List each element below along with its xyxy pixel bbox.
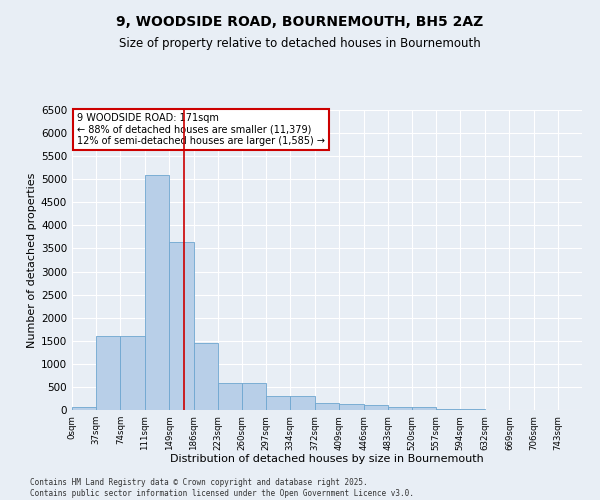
Y-axis label: Number of detached properties: Number of detached properties [27, 172, 37, 348]
Bar [388, 406, 412, 410]
Bar [340, 404, 364, 410]
Bar [436, 408, 460, 410]
Text: 9 WOODSIDE ROAD: 171sqm
← 88% of detached houses are smaller (11,379)
12% of sem: 9 WOODSIDE ROAD: 171sqm ← 88% of detache… [77, 113, 325, 146]
Bar [169, 242, 194, 410]
Bar [218, 383, 242, 410]
Text: 9, WOODSIDE ROAD, BOURNEMOUTH, BH5 2AZ: 9, WOODSIDE ROAD, BOURNEMOUTH, BH5 2AZ [116, 15, 484, 29]
Text: Contains HM Land Registry data © Crown copyright and database right 2025.
Contai: Contains HM Land Registry data © Crown c… [30, 478, 414, 498]
Bar [315, 403, 340, 410]
Text: Size of property relative to detached houses in Bournemouth: Size of property relative to detached ho… [119, 38, 481, 51]
Bar [290, 396, 315, 410]
Bar [266, 396, 290, 410]
Bar [242, 383, 266, 410]
Bar [72, 408, 96, 410]
Bar [194, 343, 218, 410]
Bar [121, 336, 145, 410]
Bar [145, 174, 169, 410]
Bar [412, 408, 436, 410]
Bar [96, 336, 121, 410]
X-axis label: Distribution of detached houses by size in Bournemouth: Distribution of detached houses by size … [170, 454, 484, 464]
Bar [364, 406, 388, 410]
